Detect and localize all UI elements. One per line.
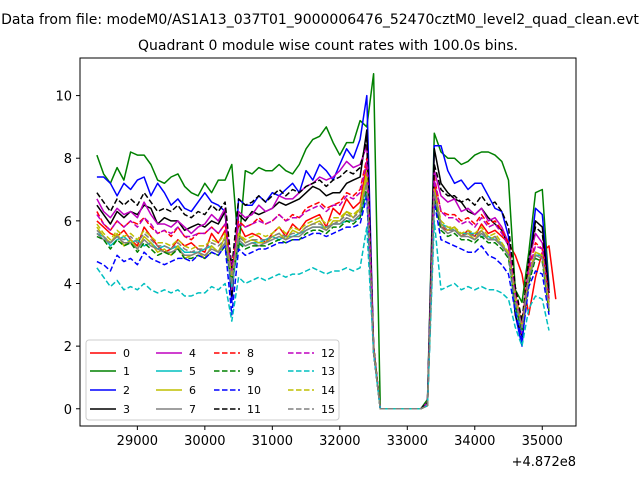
plot-area (96, 72, 557, 410)
legend-label-7: 7 (189, 403, 196, 416)
legend-label-3: 3 (123, 403, 130, 416)
series-line-15 (96, 182, 550, 410)
legend-label-5: 5 (189, 365, 196, 378)
y-tick-label: 10 (55, 90, 72, 105)
legend-label-1: 1 (123, 365, 130, 378)
legend-label-13: 13 (321, 365, 335, 378)
series-line-9 (96, 185, 550, 410)
y-tick-label: 0 (64, 403, 72, 418)
x-offset-label: +4.872e8 (512, 455, 576, 470)
y-tick-label: 4 (64, 277, 72, 292)
x-tick-label: 30000 (184, 434, 225, 449)
series-line-4 (96, 144, 550, 410)
x-tick-label: 33000 (387, 434, 428, 449)
legend-label-2: 2 (123, 384, 130, 397)
series-line-14 (96, 176, 550, 410)
series-line-13 (96, 220, 550, 410)
legend-label-8: 8 (247, 347, 254, 360)
x-tick-label: 32000 (319, 434, 360, 449)
axes-frame (79, 57, 577, 427)
series-line-11 (96, 138, 550, 410)
series-line-8 (96, 157, 550, 410)
legend-label-4: 4 (189, 347, 196, 360)
legend-label-10: 10 (247, 384, 261, 397)
x-axis: 29000 30000 31000 32000 33000 34000 35000 (117, 426, 563, 449)
y-axis: 0 2 4 6 8 10 (55, 90, 80, 418)
x-tick-label: 31000 (252, 434, 293, 449)
series-line-12 (96, 160, 550, 410)
x-tick-label: 34000 (454, 434, 495, 449)
series-line-1 (96, 72, 550, 410)
y-tick-label: 6 (64, 215, 72, 230)
y-tick-label: 8 (64, 152, 72, 167)
x-tick-label: 29000 (117, 434, 158, 449)
figure-suptitle: Data from file: modeM0/AS1A13_037T01_900… (1, 12, 639, 28)
legend-label-0: 0 (123, 347, 130, 360)
series-line-10 (96, 195, 550, 410)
series-line-7 (96, 179, 550, 410)
legend-label-11: 11 (247, 403, 261, 416)
y-tick-label: 2 (64, 340, 72, 355)
x-tick-label: 35000 (522, 434, 563, 449)
series-line-2 (96, 94, 550, 410)
legend-box (85, 339, 340, 421)
legend-label-12: 12 (321, 347, 335, 360)
legend-label-15: 15 (321, 403, 335, 416)
legend-label-14: 14 (321, 384, 335, 397)
chart-title: Quadrant 0 module wise count rates with … (138, 38, 518, 54)
legend-label-6: 6 (189, 384, 196, 397)
legend-label-9: 9 (247, 365, 254, 378)
